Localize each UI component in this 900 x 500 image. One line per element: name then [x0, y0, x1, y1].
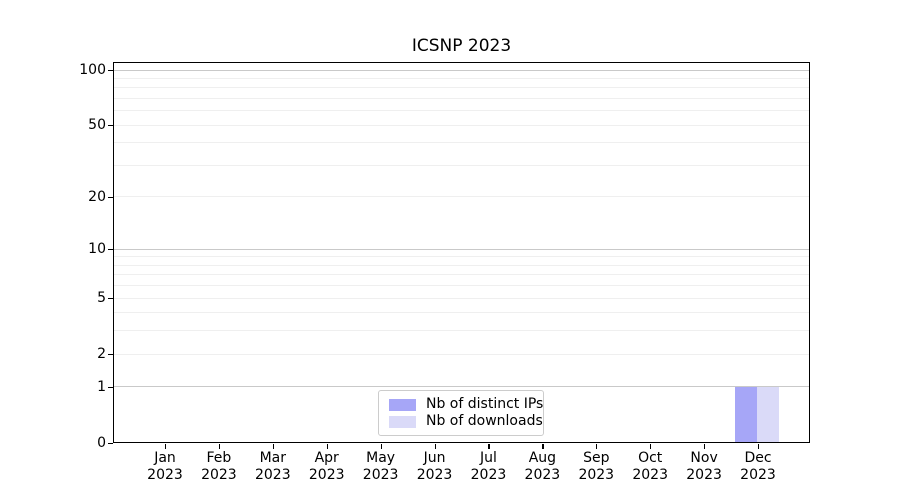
y-gridline-minor [113, 297, 810, 299]
y-gridline-minor [113, 142, 810, 144]
x-tick-year-label: 2023 [362, 467, 399, 483]
x-tick [218, 444, 221, 449]
y-tick-label: 50 [88, 117, 106, 134]
gridline-layer [113, 62, 810, 443]
x-tick-year-label: 2023 [524, 467, 561, 483]
x-tick-year-label: 2023 [686, 467, 722, 483]
y-tick-label: 5 [97, 290, 106, 307]
y-gridline-minor [113, 164, 810, 166]
y-gridline-minor [113, 285, 810, 287]
legend-item: Nb of distinct IPs [389, 397, 543, 412]
y-gridline-minor [113, 97, 810, 99]
y-tick [108, 70, 113, 72]
x-tick-year-label: 2023 [147, 467, 183, 483]
y-gridline-major [113, 69, 810, 71]
bar-downloads [757, 386, 779, 443]
x-tick-year-label: 2023 [470, 467, 507, 483]
x-tick-year-label: 2023 [416, 467, 453, 483]
y-gridline-minor [113, 353, 810, 355]
y-gridline-minor [113, 274, 810, 276]
bar-distinct-ips [735, 386, 757, 443]
y-tick-label: 100 [79, 62, 106, 78]
x-tick [434, 444, 436, 449]
y-tick [108, 196, 113, 199]
x-tick-year-label: 2023 [201, 467, 237, 483]
y-tick [108, 298, 113, 300]
x-tick-label: Mar [259, 450, 287, 466]
legend: Nb of distinct IPs Nb of downloads [378, 390, 544, 436]
y-tick [108, 386, 113, 389]
y-tick-label: 10 [88, 241, 106, 258]
y-gridline-minor [113, 87, 810, 89]
x-tick [272, 444, 274, 449]
x-tick-label: Jun [423, 450, 446, 466]
y-tick [108, 249, 113, 251]
x-tick [542, 444, 544, 449]
x-tick [704, 444, 706, 449]
y-tick [108, 354, 113, 356]
x-tick-label: Jan [154, 450, 176, 466]
x-tick-label: Sep [583, 450, 610, 466]
legend-swatch [389, 398, 416, 411]
x-tick-year-label: 2023 [578, 467, 615, 483]
x-tick-label: Dec [744, 450, 772, 466]
y-tick-label: 0 [97, 435, 106, 451]
legend-label: Nb of distinct IPs [426, 396, 544, 412]
x-tick-label: Oct [638, 450, 663, 466]
y-tick [108, 125, 113, 127]
x-tick [650, 444, 652, 449]
y-tick-label: 2 [97, 346, 106, 363]
y-gridline-minor [113, 77, 810, 79]
y-gridline-minor [113, 312, 810, 314]
y-tick [108, 443, 113, 445]
legend-swatch [389, 415, 416, 428]
y-gridline-minor [113, 196, 810, 198]
legend-item: Nb of downloads [389, 414, 543, 429]
legend-label: Nb of downloads [426, 413, 543, 429]
x-tick-label: Aug [528, 450, 557, 466]
x-tick-label: Jul [480, 450, 497, 466]
y-gridline-minor [113, 124, 810, 126]
y-gridline-minor [113, 110, 810, 112]
x-tick [380, 444, 382, 449]
y-gridline-minor [113, 330, 810, 332]
x-tick-label: May [366, 450, 396, 466]
x-tick-year-label: 2023 [632, 467, 668, 483]
x-tick [488, 444, 490, 449]
bar-layer [113, 62, 810, 443]
y-gridline-minor [113, 256, 810, 258]
x-tick [758, 444, 760, 449]
x-tick-label: Nov [690, 450, 718, 466]
y-tick-label: 1 [97, 378, 106, 395]
y-gridline-major [113, 386, 810, 388]
x-tick-year-label: 2023 [254, 467, 291, 483]
y-gridline-minor [113, 264, 810, 266]
x-tick [165, 444, 167, 449]
x-tick [596, 444, 598, 449]
x-tick-year-label: 2023 [308, 467, 345, 483]
x-tick-label: Feb [206, 450, 232, 466]
x-tick-label: Apr [314, 450, 339, 466]
y-tick-label: 20 [88, 188, 106, 205]
y-gridline-major [113, 248, 810, 250]
x-tick-year-label: 2023 [740, 467, 776, 483]
x-tick [326, 444, 328, 449]
chart-title: ICSNP 2023 [411, 36, 512, 56]
